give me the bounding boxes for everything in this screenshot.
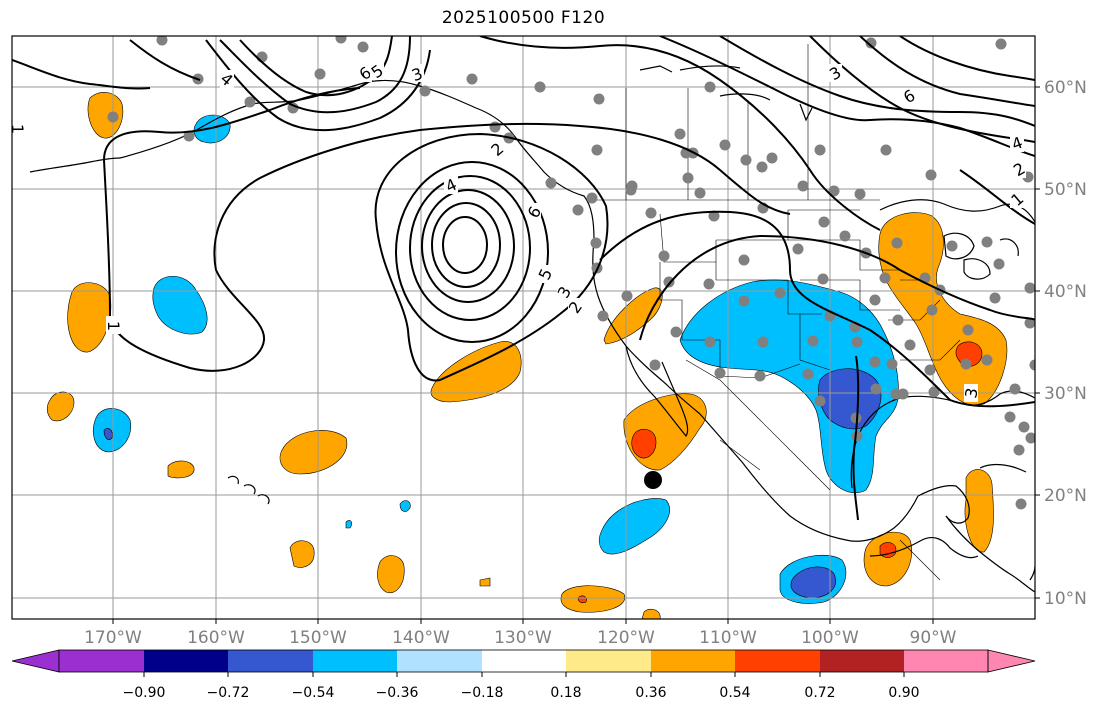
colorbar-segment (59, 650, 144, 672)
strong-negative-anomaly-shading (103, 368, 882, 599)
lon-label: 120°W (597, 628, 655, 648)
lon-label: 90°W (910, 628, 957, 648)
colorbar-segment (735, 650, 820, 672)
colorbar: −0.90 −0.72 −0.54 −0.36 −0.18 0.18 0.36 … (11, 649, 1036, 701)
colorbar-tick-label: 0.36 (635, 685, 666, 701)
colorbar-min-extension (11, 649, 60, 673)
colorbar-max-extension (987, 649, 1036, 673)
contour-label: 1 (8, 124, 27, 134)
lon-label: 160°W (187, 628, 245, 648)
colorbar-tick-label: −0.90 (123, 685, 166, 701)
height-contours (12, 36, 1035, 521)
latitude-labels: 10°N 20°N 30°N 40°N 50°N 60°N (1044, 78, 1087, 609)
colorbar-tick-label: 0.54 (719, 685, 750, 701)
lon-label: 130°W (494, 628, 552, 648)
map-title: 2025100500 F120 (441, 8, 606, 28)
lat-label: 20°N (1044, 486, 1087, 506)
colorbar-tick-label: −0.54 (292, 685, 335, 701)
longitude-labels: 170°W 160°W 150°W 140°W 130°W 120°W 110°… (84, 628, 957, 648)
colorbar-tick-label: −0.18 (461, 685, 504, 701)
lat-label: 30°N (1044, 384, 1087, 404)
contour-labels: 6 5 3 4 6 5 3 2 4 1 3 6 4 2 (8, 61, 1028, 402)
political-borders (594, 44, 961, 581)
lat-label: 40°N (1044, 282, 1087, 302)
colorbar-segment (397, 650, 482, 672)
colorbar-tick-label: 0.90 (888, 685, 919, 701)
strong-positive-anomaly-shading (577, 341, 983, 604)
colorbar-segment (228, 650, 313, 672)
colorbar-segment (651, 650, 735, 672)
lat-label: 10°N (1044, 589, 1087, 609)
contour-label: 1 (104, 321, 123, 331)
colorbar-segment (482, 650, 566, 672)
positive-anomaly-shading (46, 92, 1008, 619)
lon-label: 140°W (392, 628, 450, 648)
lon-label: 170°W (84, 628, 142, 648)
center-marker (644, 471, 662, 489)
lat-label: 50°N (1044, 180, 1087, 200)
colorbar-segment (904, 650, 988, 672)
lon-label: 110°W (699, 628, 757, 648)
colorbar-segment (144, 650, 228, 672)
x-axis-ticks (112, 619, 934, 624)
colorbar-segment (820, 650, 904, 672)
shaded-anomaly-fields (46, 92, 1008, 619)
colorbar-segment (313, 650, 397, 672)
lat-label: 60°N (1044, 78, 1087, 98)
lon-label: 150°W (289, 628, 347, 648)
colorbar-tick-label: 0.18 (550, 685, 581, 701)
colorbar-frame (58, 649, 989, 673)
colorbar-tick-label: −0.36 (376, 685, 419, 701)
colorbar-tick-label: −0.72 (207, 685, 250, 701)
contour-label: 3 (961, 386, 981, 399)
y-axis-ticks (1035, 86, 1040, 599)
graticule (12, 36, 1035, 619)
lon-label: 100°W (801, 628, 859, 648)
colorbar-segment (566, 650, 651, 672)
colorbar-tick-label: 0.72 (804, 685, 835, 701)
